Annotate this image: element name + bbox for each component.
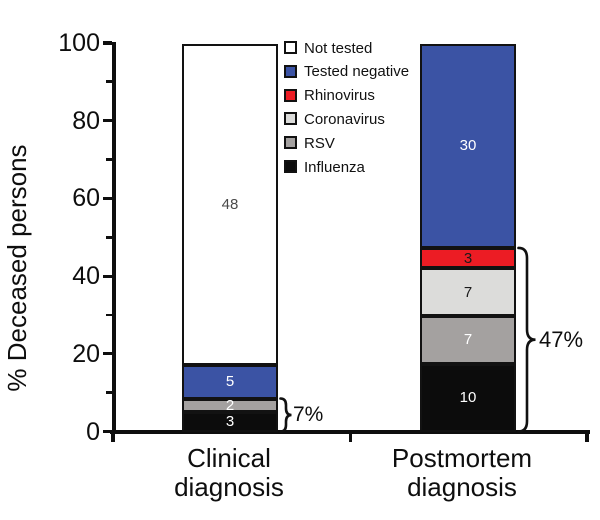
bar-segment-influenza: 3 xyxy=(182,411,278,432)
y-axis-minor-tick xyxy=(106,235,112,239)
legend-label-rhinovirus: Rhinovirus xyxy=(304,87,375,105)
y-axis-tick-label: 40 xyxy=(72,262,100,291)
y-axis-minor-tick xyxy=(106,313,112,317)
y-axis-major-tick xyxy=(103,196,112,200)
x-category-label-postmortem-diagnosis: Postmortem diagnosis xyxy=(391,443,533,502)
bar-segment-tested-negative: 30 xyxy=(420,43,516,248)
segment-value-label: 3 xyxy=(225,413,235,431)
segment-value-label: 30 xyxy=(459,137,477,155)
bar-segment-rsv: 7 xyxy=(420,316,516,364)
y-axis-minor-tick xyxy=(106,158,112,161)
segment-value-label: 3 xyxy=(463,249,473,267)
y-axis-major-tick xyxy=(103,119,112,123)
y-axis-major-tick xyxy=(103,352,112,356)
x-axis-tick xyxy=(348,433,352,442)
x-axis-tick xyxy=(111,433,115,442)
x-axis-tick xyxy=(585,433,589,442)
legend-label-influenza: Influenza xyxy=(304,158,365,176)
legend-swatch-coronavirus xyxy=(284,112,297,126)
legend-label-coronavirus: Coronavirus xyxy=(304,110,385,128)
y-axis-tick-label: 60 xyxy=(72,184,100,213)
legend-swatch-not-tested xyxy=(284,41,297,54)
legend-swatch-influenza xyxy=(284,160,297,173)
y-axis-minor-tick xyxy=(106,391,112,395)
y-axis-tick-label: 0 xyxy=(86,417,100,446)
x-category-label-clinical-diagnosis: Clinical diagnosis xyxy=(174,443,284,502)
bar-segment-rhinovirus: 3 xyxy=(420,247,516,269)
bar-segment-not-tested: 48 xyxy=(182,43,278,366)
x-axis-line xyxy=(110,430,590,434)
legend-swatch-tested-negative xyxy=(284,64,297,78)
bar-segment-rsv: 2 xyxy=(182,396,278,414)
brace-47pct xyxy=(517,246,536,433)
y-axis-major-tick xyxy=(103,41,112,45)
y-axis-major-tick xyxy=(103,429,112,434)
brace-label-47pct: 47% xyxy=(539,327,584,352)
brace-7pct xyxy=(279,397,292,433)
y-axis-line xyxy=(112,42,116,434)
segment-value-label: 2 xyxy=(225,396,235,414)
segment-value-label: 10 xyxy=(459,389,477,407)
segment-value-label: 48 xyxy=(221,195,239,213)
legend-swatch-rhinovirus xyxy=(284,88,297,102)
bar-segment-influenza: 10 xyxy=(420,363,516,432)
legend-label-rsv: RSV xyxy=(304,134,335,152)
y-axis-tick-label: 100 xyxy=(58,29,100,57)
legend-label-tested-negative: Tested negative xyxy=(304,63,410,81)
brace-label-7pct: 7% xyxy=(293,403,324,426)
y-axis-tick-label: 20 xyxy=(72,339,100,368)
y-axis-major-tick xyxy=(103,274,112,278)
bar-segment-coronavirus: 7 xyxy=(420,268,516,317)
y-axis-minor-tick xyxy=(106,80,112,84)
y-axis-tick-label: 80 xyxy=(72,106,100,135)
bar-segment-tested-negative: 5 xyxy=(182,365,278,399)
legend-label-not-tested: Not tested xyxy=(304,39,373,57)
legend-swatch-rsv xyxy=(284,136,297,150)
segment-value-label: 5 xyxy=(225,373,235,391)
segment-value-label: 7 xyxy=(463,331,473,349)
segment-value-label: 7 xyxy=(463,283,473,301)
